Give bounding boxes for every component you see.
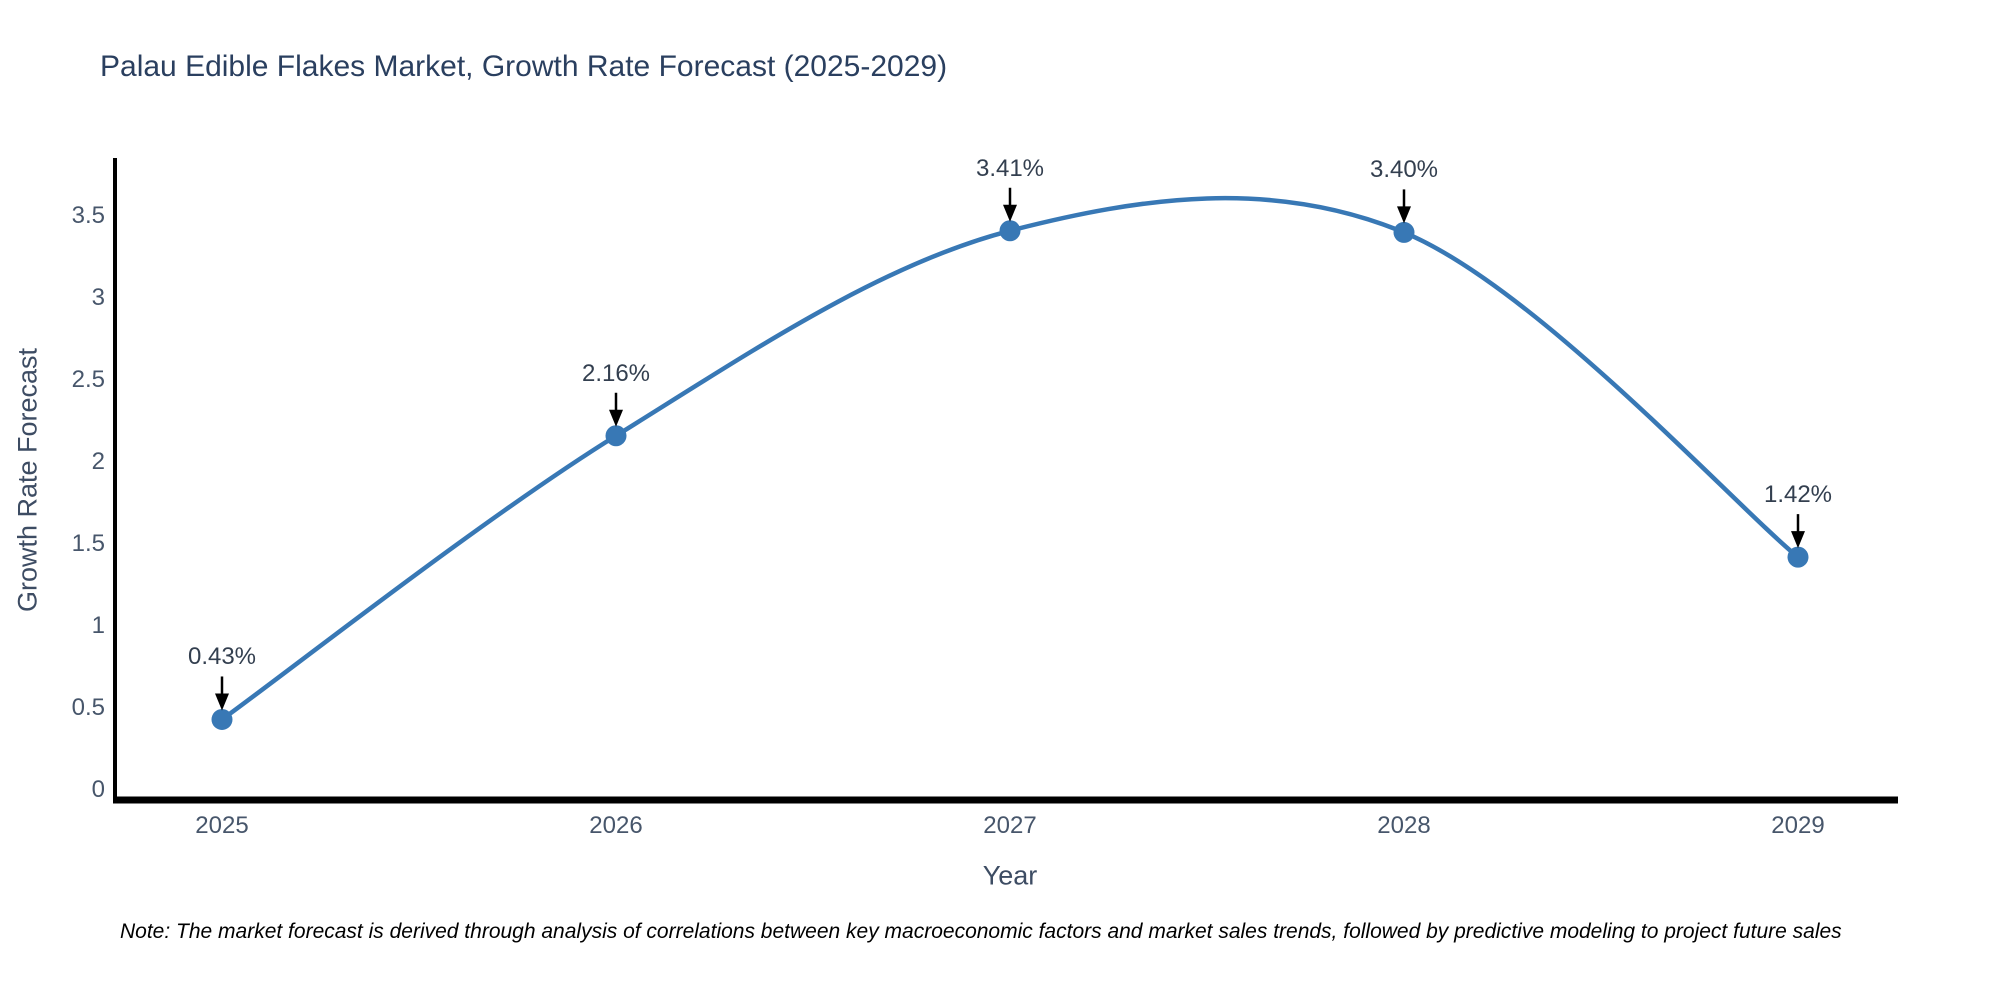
data-point-value-label: 0.43%	[187, 643, 257, 671]
annotation-arrow-head	[1397, 206, 1411, 224]
data-point-value-label: 3.41%	[975, 154, 1045, 182]
data-point-marker	[999, 220, 1021, 242]
footnote: Note: The market forecast is derived thr…	[120, 920, 1842, 943]
y-tick-label: 1	[91, 612, 105, 639]
data-point-marker	[1393, 221, 1415, 243]
y-tick-label: 2	[91, 448, 105, 475]
x-axis-title: Year	[982, 860, 1038, 891]
data-point-value-label: 2.16%	[581, 359, 651, 387]
annotation-arrow-head	[215, 693, 229, 711]
y-tick-label: 3.5	[71, 202, 105, 229]
data-point-marker	[211, 708, 233, 730]
data-point-marker	[605, 425, 627, 447]
annotation-arrow-head	[1003, 204, 1017, 222]
forecast-curve	[219, 196, 1801, 722]
x-tick-label: 2025	[195, 812, 249, 839]
x-tick-label: 2027	[983, 812, 1037, 839]
annotation-arrow-head	[1791, 531, 1805, 549]
data-point-value-label: 1.42%	[1763, 481, 1833, 509]
y-tick-label: 0.5	[71, 694, 105, 721]
data-point-marker	[1787, 546, 1809, 568]
x-tick-label: 2029	[1771, 812, 1825, 839]
x-tick-label: 2028	[1377, 812, 1431, 839]
annotation-arrow-head	[609, 409, 623, 427]
x-tick-label: 2026	[589, 812, 643, 839]
y-tick-label: 2.5	[71, 366, 105, 393]
y-tick-label: 3	[91, 284, 105, 311]
y-tick-label: 1.5	[71, 530, 105, 557]
chart-title: Palau Edible Flakes Market, Growth Rate …	[100, 50, 948, 83]
y-tick-label: 0	[91, 776, 105, 803]
y-axis-title: Growth Rate Forecast	[12, 347, 43, 613]
data-point-value-label: 3.40%	[1369, 156, 1439, 184]
